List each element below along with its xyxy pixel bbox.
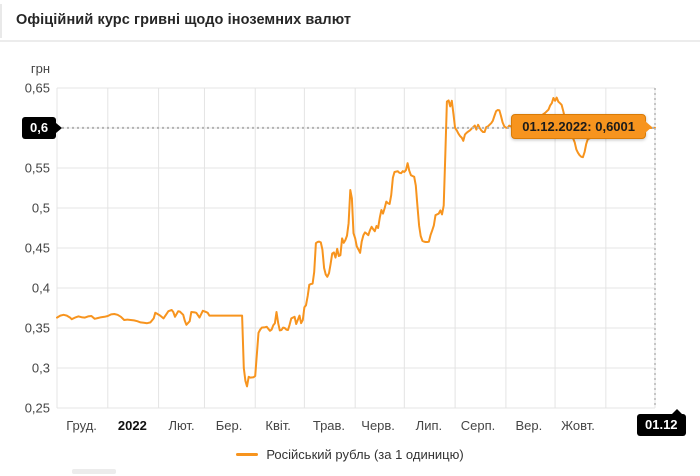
y-tick-label: 0,4 [32, 281, 50, 296]
cut-off-page-element [72, 469, 116, 474]
legend-line-swatch-icon [236, 453, 259, 456]
legend-label: Російський рубль (за 1 одиницю) [266, 447, 464, 462]
x-tick-label: Трав. [313, 418, 345, 433]
header-left-edge [0, 4, 2, 38]
chart-tooltip-text: 01.12.2022: 0,6001 [522, 119, 635, 134]
x-tick-label: Лип. [416, 418, 442, 433]
x-tick-label: Черв. [361, 418, 395, 433]
chart-legend: Російський рубль (за 1 одиницю) [0, 447, 700, 462]
x-cursor-badge: 01.12 [637, 409, 686, 436]
legend-item-ruble[interactable]: Російський рубль (за 1 одиницю) [236, 447, 464, 462]
y-tick-label: 0,5 [32, 201, 50, 216]
x-tick-label: Лют. [168, 418, 194, 433]
y-axis-unit-label: грн [30, 61, 50, 76]
badge-arrow-right-icon [56, 123, 63, 133]
y-tick-label: 0,35 [25, 321, 50, 336]
x-cursor-badge-value: 01.12 [645, 417, 678, 432]
page-header: Офіційний курс гривні щодо іноземних вал… [0, 0, 700, 42]
x-tick-label: Вер. [515, 418, 542, 433]
y-cursor-badge-value: 0,6 [30, 120, 49, 135]
x-tick-label: Квіт. [265, 418, 291, 433]
page-title: Офіційний курс гривні щодо іноземних вал… [16, 12, 352, 28]
x-tick-label: Бер. [216, 418, 243, 433]
y-tick-label: 0,55 [25, 161, 50, 176]
y-tick-label: 0,45 [25, 241, 50, 256]
x-tick-label: Серп. [461, 418, 496, 433]
y-cursor-badge: 0,6 [22, 117, 63, 139]
y-tick-label: 0,65 [25, 81, 50, 96]
tooltip-arrow-icon [645, 120, 652, 133]
chart-tooltip: 01.12.2022: 0,6001 [511, 114, 652, 139]
x-tick-label: Груд. [66, 418, 97, 433]
series-line-ruble [56, 96, 656, 388]
y-tick-label: 0,25 [25, 401, 50, 416]
x-tick-label: Жовт. [561, 418, 595, 433]
badge-arrow-up-icon [671, 409, 682, 414]
x-tick-label: 2022 [118, 418, 147, 433]
y-tick-label: 0,3 [32, 361, 50, 376]
